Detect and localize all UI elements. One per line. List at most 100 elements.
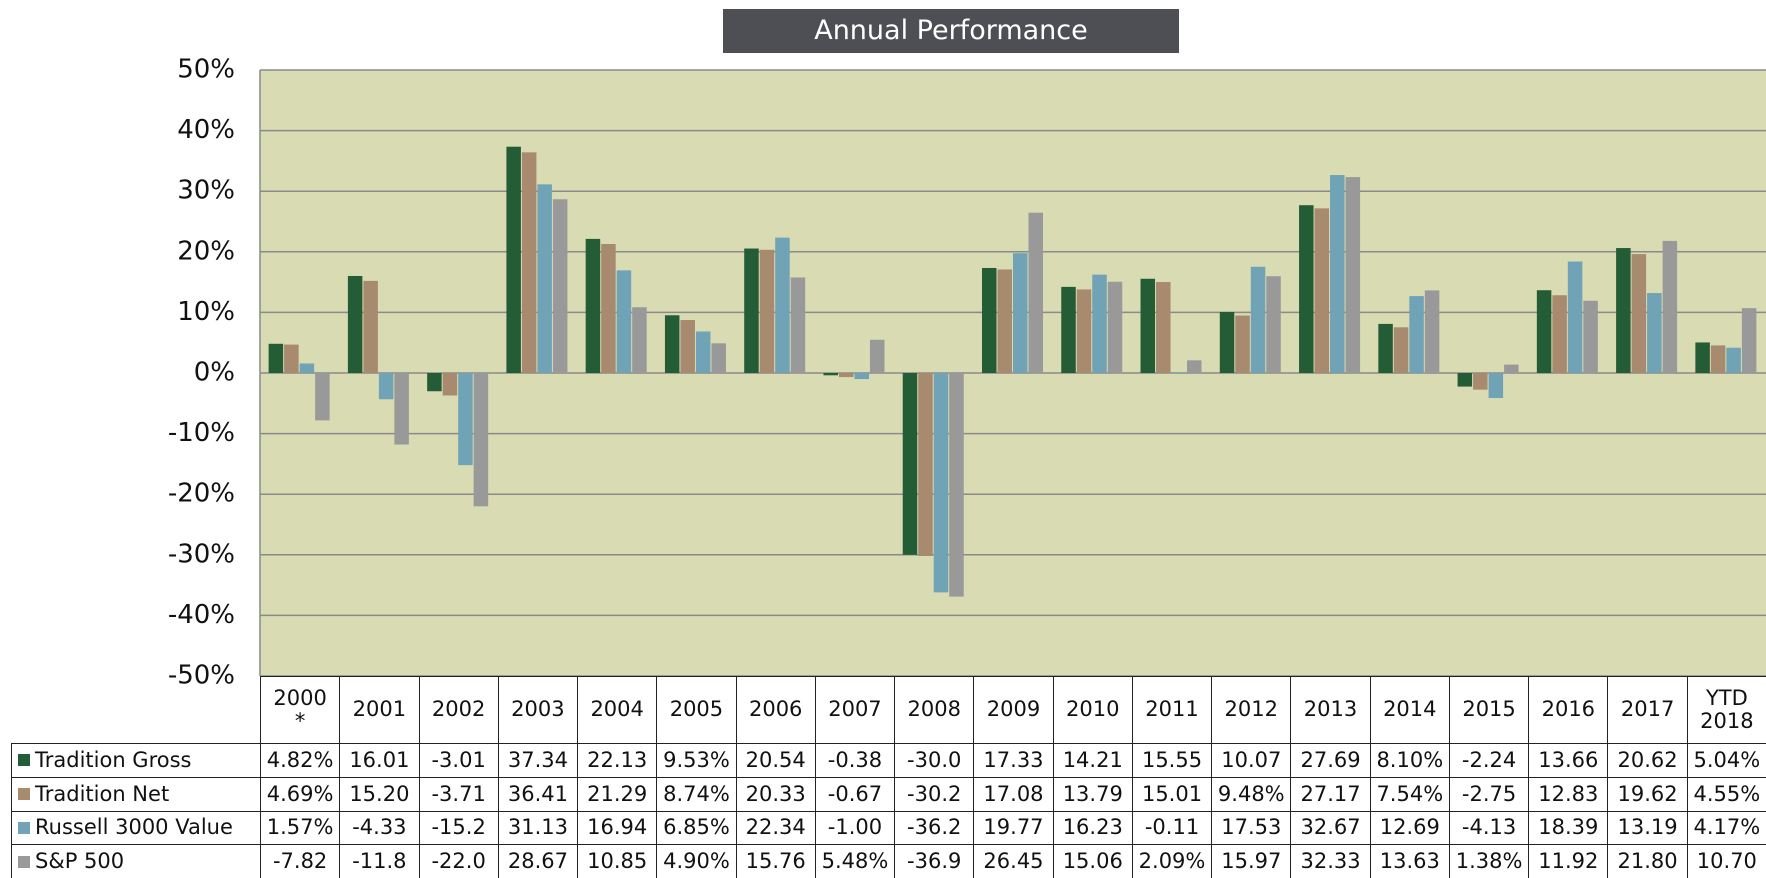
legend-entry: Tradition Net bbox=[11, 776, 261, 812]
bar bbox=[1235, 315, 1250, 373]
category-cell: 2015 bbox=[1448, 676, 1530, 744]
category-cell: YTD 2018 bbox=[1686, 676, 1766, 744]
bar bbox=[1616, 248, 1631, 373]
table-value: 21.29 bbox=[577, 776, 658, 812]
bar bbox=[1710, 345, 1726, 373]
bar bbox=[632, 307, 647, 373]
table-value: 1.57% bbox=[260, 810, 341, 846]
legend-swatch bbox=[18, 821, 30, 834]
bar bbox=[1647, 293, 1662, 373]
table-value: -30.0 bbox=[894, 743, 975, 778]
bar bbox=[1631, 254, 1647, 373]
table-value: 20.54 bbox=[735, 743, 816, 778]
table-value: 8.10% bbox=[1369, 743, 1450, 778]
table-value: 10.07 bbox=[1211, 743, 1292, 778]
table-value: 13.79 bbox=[1052, 776, 1133, 812]
bar bbox=[1662, 240, 1678, 373]
y-tick-label: 50% bbox=[177, 55, 235, 85]
bar bbox=[1107, 281, 1123, 373]
bar bbox=[378, 373, 394, 400]
table-value: 20.33 bbox=[735, 776, 816, 812]
y-tick-label: 20% bbox=[177, 236, 235, 266]
table-value: 10.70 bbox=[1686, 844, 1766, 878]
y-tick-label: -10% bbox=[168, 418, 235, 448]
table-value: -36.9 bbox=[894, 844, 975, 878]
table-value: -11.8 bbox=[339, 844, 420, 878]
bar bbox=[1567, 261, 1583, 373]
table-value: 10.85 bbox=[577, 844, 658, 878]
category-cell: 2010 bbox=[1052, 676, 1133, 744]
y-tick-label: -40% bbox=[168, 600, 235, 630]
category-cell: 2004 bbox=[577, 676, 658, 744]
bar bbox=[902, 373, 918, 555]
table-value: 17.53 bbox=[1211, 810, 1292, 846]
bar bbox=[695, 331, 711, 373]
table-value: -3.71 bbox=[418, 776, 499, 812]
table-value: 1.38% bbox=[1448, 844, 1530, 878]
bar bbox=[790, 277, 806, 373]
table-value: -0.38 bbox=[814, 743, 896, 778]
legend-label: Russell 3000 Value bbox=[35, 815, 233, 840]
bar bbox=[1156, 282, 1171, 373]
bar bbox=[1345, 177, 1361, 373]
category-cell: 2006 bbox=[735, 676, 816, 744]
table-value: 8.74% bbox=[656, 776, 737, 812]
bar bbox=[1488, 373, 1504, 399]
table-value: 7.54% bbox=[1369, 776, 1450, 812]
chart-title: Annual Performance bbox=[723, 9, 1179, 53]
table-value: -22.0 bbox=[418, 844, 499, 878]
table-value: 17.33 bbox=[973, 743, 1054, 778]
bar bbox=[1473, 373, 1488, 390]
category-cell: 2008 bbox=[894, 676, 975, 744]
bar bbox=[1552, 295, 1567, 373]
table-value: 15.20 bbox=[339, 776, 420, 812]
table-value: 13.63 bbox=[1369, 844, 1450, 878]
bar bbox=[1076, 289, 1092, 373]
category-cell: 2012 bbox=[1211, 676, 1292, 744]
table-value: 9.48% bbox=[1211, 776, 1292, 812]
category-cell: 2007 bbox=[814, 676, 896, 744]
category-cell: 2017 bbox=[1607, 676, 1688, 744]
bar bbox=[616, 270, 632, 373]
bar bbox=[1187, 360, 1202, 373]
table-value: 12.83 bbox=[1528, 776, 1609, 812]
legend-label: Tradition Net bbox=[35, 781, 170, 806]
table-value: 27.69 bbox=[1290, 743, 1371, 778]
bar bbox=[1583, 300, 1598, 373]
table-value: 15.55 bbox=[1131, 743, 1213, 778]
bar bbox=[823, 373, 838, 376]
table-value: 15.01 bbox=[1131, 776, 1213, 812]
table-value: -4.13 bbox=[1448, 810, 1530, 846]
bar bbox=[1695, 342, 1710, 373]
table-value: 4.69% bbox=[260, 776, 341, 812]
table-value: -2.24 bbox=[1448, 743, 1530, 778]
legend-swatch bbox=[18, 754, 30, 767]
category-cell: 2003 bbox=[497, 676, 579, 744]
bar bbox=[744, 248, 759, 373]
bar bbox=[458, 373, 473, 466]
bar bbox=[315, 373, 330, 421]
table-value: 19.77 bbox=[973, 810, 1054, 846]
table-value: 9.53% bbox=[656, 743, 737, 778]
table-value: 26.45 bbox=[973, 844, 1054, 878]
bar bbox=[601, 243, 616, 373]
bar bbox=[1219, 311, 1235, 373]
bar bbox=[284, 344, 299, 373]
table-value: 20.62 bbox=[1607, 743, 1688, 778]
bar bbox=[1457, 373, 1473, 387]
table-value: 6.85% bbox=[656, 810, 737, 846]
table-value: 4.17% bbox=[1686, 810, 1766, 846]
table-value: 15.76 bbox=[735, 844, 816, 878]
bar bbox=[1330, 175, 1345, 373]
bar bbox=[838, 373, 854, 378]
bar bbox=[854, 373, 869, 380]
legend-swatch bbox=[18, 855, 30, 868]
bar bbox=[869, 339, 885, 373]
bar bbox=[949, 373, 964, 597]
table-value: -0.11 bbox=[1131, 810, 1213, 846]
y-tick-label: 0% bbox=[194, 358, 235, 388]
category-cell: 2001 bbox=[339, 676, 420, 744]
bar bbox=[680, 320, 695, 373]
bar bbox=[1314, 208, 1330, 373]
